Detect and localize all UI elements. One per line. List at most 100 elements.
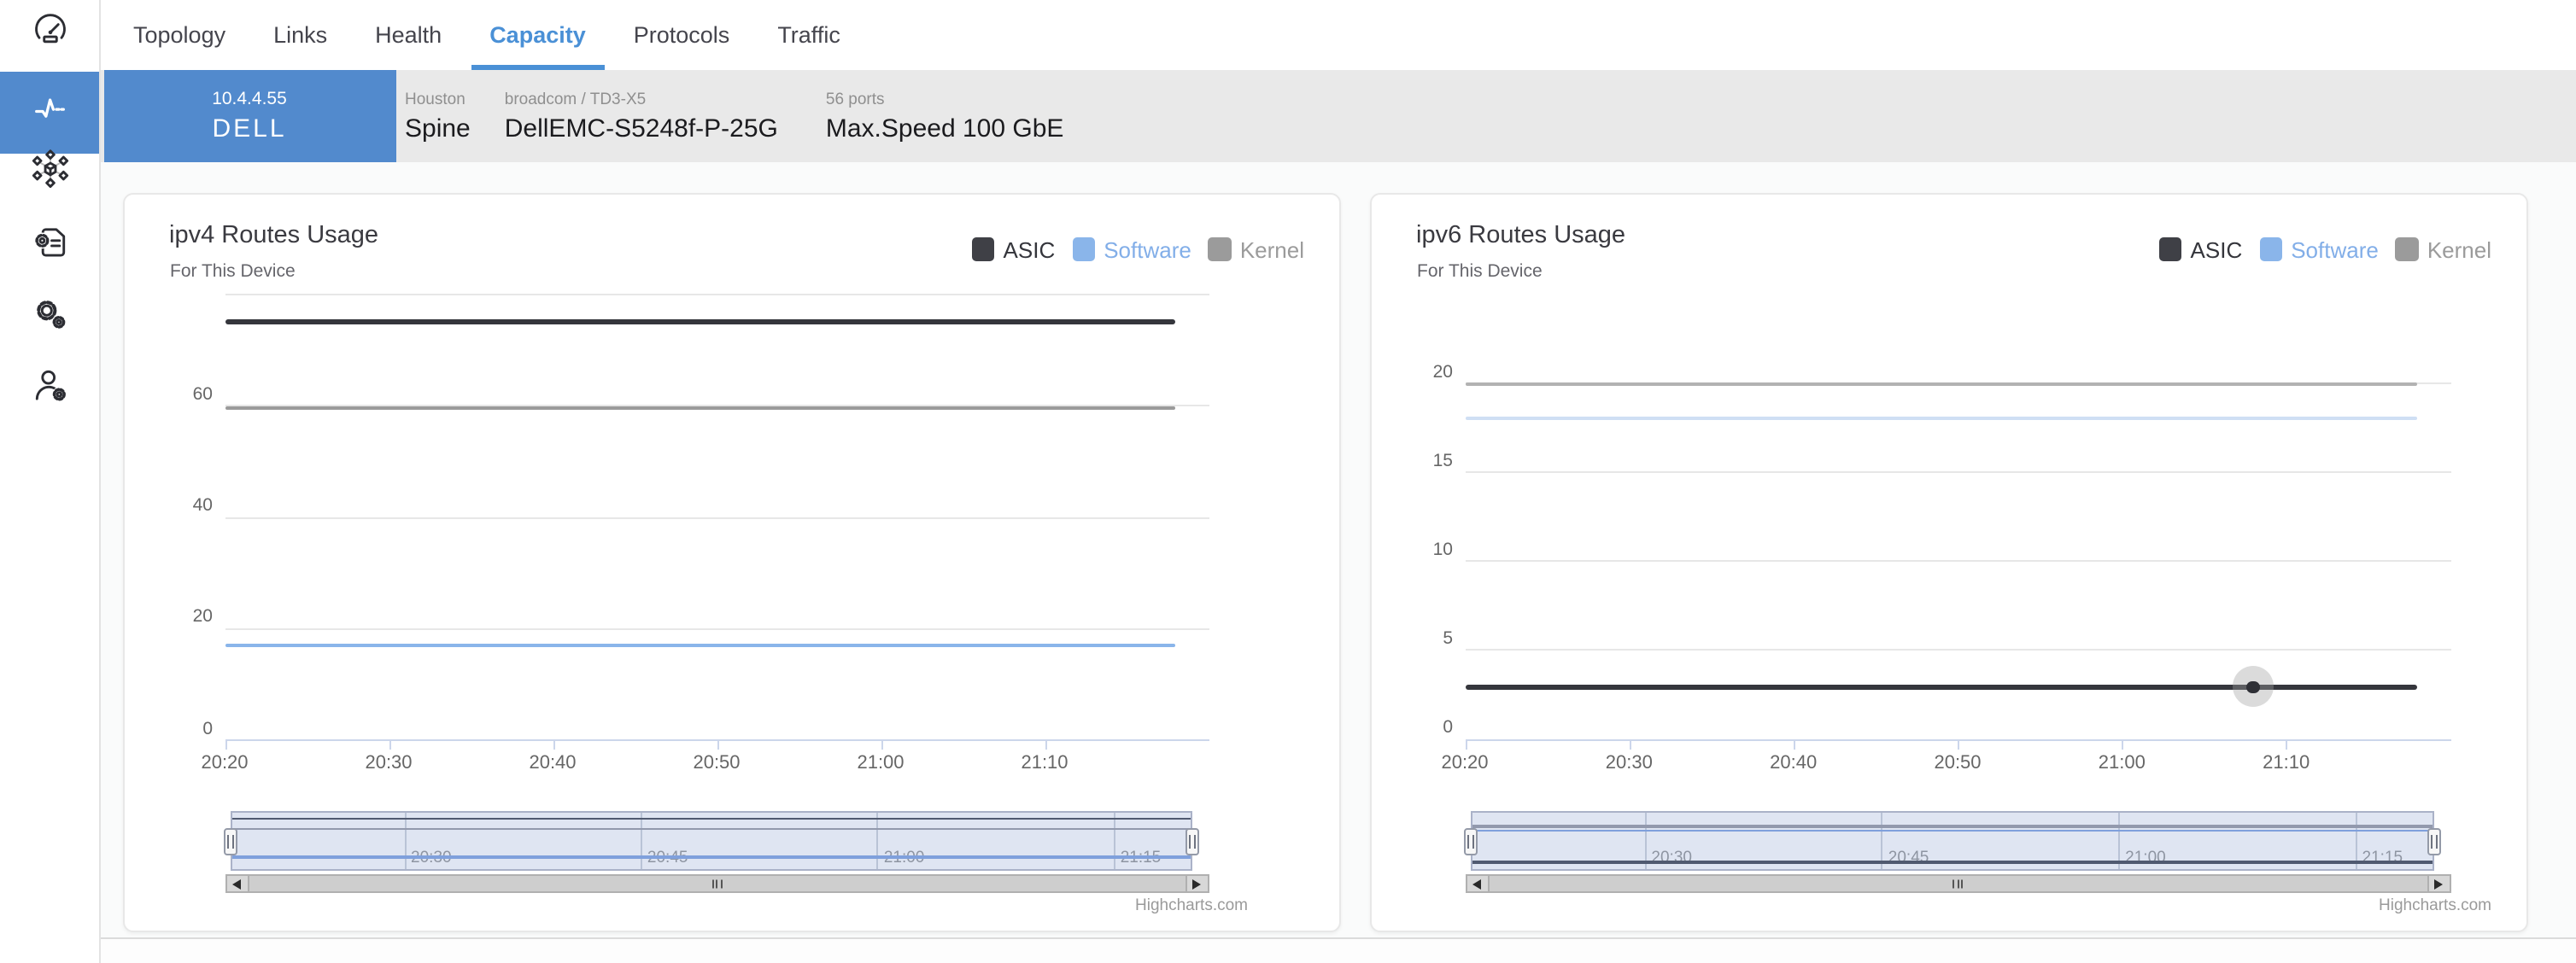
chart-subtitle: For This Device	[170, 260, 296, 281]
legend-item-software[interactable]: Software	[1072, 236, 1191, 262]
scrollbar-grip[interactable]	[711, 878, 722, 889]
legend-label: Software	[2291, 236, 2379, 262]
activity-icon	[30, 89, 69, 137]
sidebar-item-dashboard[interactable]	[0, 0, 99, 68]
tab-capacity[interactable]: Capacity	[471, 0, 606, 70]
x-axis-label: 20:30	[1605, 752, 1653, 773]
sidebar-item-account[interactable]	[0, 355, 99, 423]
navigator-tick	[1113, 813, 1115, 869]
network-nodes-icon	[30, 149, 69, 196]
main-area: Topology Links Health Capacity Protocols…	[99, 0, 2576, 963]
device-field-value: Max.Speed 100 GbE	[825, 114, 1064, 143]
highcharts-credit[interactable]: Highcharts.com	[1135, 896, 1248, 914]
x-axis-tick	[1465, 740, 1467, 749]
chart-title: ipv6 Routes Usage	[1416, 221, 1626, 248]
navigator-handle-right[interactable]	[2427, 827, 2441, 855]
x-axis-line	[225, 739, 1209, 741]
navigator[interactable]	[1471, 811, 2434, 871]
legend-item-asic[interactable]: ASIC	[971, 236, 1056, 262]
scrollbar-left-button[interactable]	[1467, 876, 1489, 891]
scroll-right-arrow-icon	[1192, 878, 1201, 889]
page-footer-strip	[99, 939, 2576, 963]
chart-subtitle: For This Device	[1417, 260, 1543, 281]
x-axis-label: 21:00	[2098, 752, 2146, 773]
tab-protocols[interactable]: Protocols	[633, 22, 730, 48]
navigator-tick	[2118, 813, 2121, 869]
tab-bar: Topology Links Health Capacity Protocols…	[99, 0, 2576, 70]
tab-traffic[interactable]: Traffic	[777, 22, 840, 48]
x-axis-label: 20:40	[1770, 752, 1818, 773]
navigator[interactable]	[231, 811, 1192, 871]
x-axis-label: 20:20	[1441, 752, 1489, 773]
x-axis-line	[1465, 738, 2450, 740]
navigator-tick	[640, 813, 642, 869]
ipv4-chart: ipv4 Routes Usage For This Device ASIC Soft…	[124, 194, 1338, 930]
legend-label: ASIC	[1003, 236, 1056, 262]
navigator-series-software	[1472, 829, 2433, 832]
legend-item-kernel[interactable]: Kernel	[2395, 236, 2491, 262]
tab-links[interactable]: Links	[273, 22, 328, 48]
x-axis-label: 21:10	[1021, 753, 1068, 773]
ipv6-chart: ipv6 Routes Usage For This Device ASIC Soft…	[1371, 194, 2526, 930]
device-name: DELL	[212, 114, 287, 143]
x-axis-label: 20:50	[693, 753, 741, 773]
y-axis-label: 10	[1432, 539, 1453, 560]
sidebar-item-topology[interactable]	[0, 138, 99, 207]
scrollbar[interactable]	[225, 874, 1209, 893]
hover-marker-dot	[2246, 680, 2260, 694]
navigator-tick	[876, 813, 879, 869]
device-field-value: DellEMC-S5248f-P-25G	[504, 114, 778, 143]
x-axis-tick	[717, 741, 718, 750]
series-line-software	[225, 643, 1176, 647]
sidebar-item-settings[interactable]	[0, 283, 99, 351]
device-field-value: Spine	[405, 114, 471, 143]
x-axis-tick	[1958, 740, 1959, 749]
tab-topology[interactable]: Topology	[133, 22, 226, 48]
legend-item-kernel[interactable]: Kernel	[1208, 236, 1304, 262]
navigator-label: 21:15	[2362, 849, 2403, 867]
y-axis-label: 5	[1443, 627, 1453, 649]
tab-health[interactable]: Health	[375, 22, 442, 48]
device-selector[interactable]: 10.4.4.55 DELL	[103, 70, 395, 162]
device-field-label: 56 ports	[825, 90, 885, 108]
scrollbar-grip[interactable]	[1952, 878, 1963, 889]
x-axis-label: 20:50	[1934, 752, 1982, 773]
scroll-left-arrow-icon	[232, 878, 241, 889]
x-axis-tick	[225, 741, 226, 750]
scrollbar-right-button[interactable]	[1185, 876, 1207, 891]
navigator-tick	[1881, 813, 1883, 869]
navigator-series-asic	[1472, 861, 2433, 864]
scroll-right-arrow-icon	[2434, 878, 2443, 889]
navigator-tick	[2355, 813, 2357, 869]
legend-label: Kernel	[1239, 236, 1304, 262]
section-divider	[99, 937, 2576, 939]
scrollbar-right-button[interactable]	[2427, 876, 2449, 891]
x-axis-tick	[2286, 740, 2288, 749]
legend-item-software[interactable]: Software	[2259, 236, 2379, 262]
navigator-handle-left[interactable]	[1464, 827, 1478, 855]
device-field-ports: 56 ports Max.Speed 100 GbE	[826, 90, 1064, 143]
device-bar: 10.4.4.55 DELL Houston Spine broadcom / …	[99, 70, 2576, 162]
sidebar	[0, 0, 101, 963]
x-axis-tick	[389, 741, 390, 750]
device-ip: 10.4.4.55	[212, 89, 287, 109]
device-field-site: Houston Spine	[405, 90, 471, 143]
grid-line-y-5	[1465, 649, 2450, 651]
sidebar-item-device-profiles[interactable]	[0, 211, 99, 279]
ipv6-routes-usage-card: ipv6 Routes Usage For This Device ASIC Soft…	[1369, 192, 2527, 931]
navigator-handle-right[interactable]	[1186, 827, 1199, 855]
device-field-label: broadcom / TD3-X5	[504, 90, 647, 108]
navigator-handle-left[interactable]	[224, 827, 237, 855]
legend-item-asic[interactable]: ASIC	[2158, 236, 2242, 262]
x-axis-tick	[1793, 740, 1795, 749]
legend-swatch	[2259, 237, 2283, 261]
grid-line-y-20	[225, 627, 1209, 630]
navigator-series-asic	[232, 817, 1191, 820]
sidebar-item-telemetry[interactable]	[0, 72, 99, 154]
scrollbar[interactable]	[1465, 874, 2450, 893]
series-line-asic	[225, 319, 1176, 324]
scrollbar-left-button[interactable]	[226, 876, 249, 891]
content-area: ipv4 Routes Usage For This Device ASIC Soft…	[99, 162, 2576, 963]
highcharts-credit[interactable]: Highcharts.com	[2379, 896, 2491, 914]
legend-swatch	[2395, 237, 2419, 261]
